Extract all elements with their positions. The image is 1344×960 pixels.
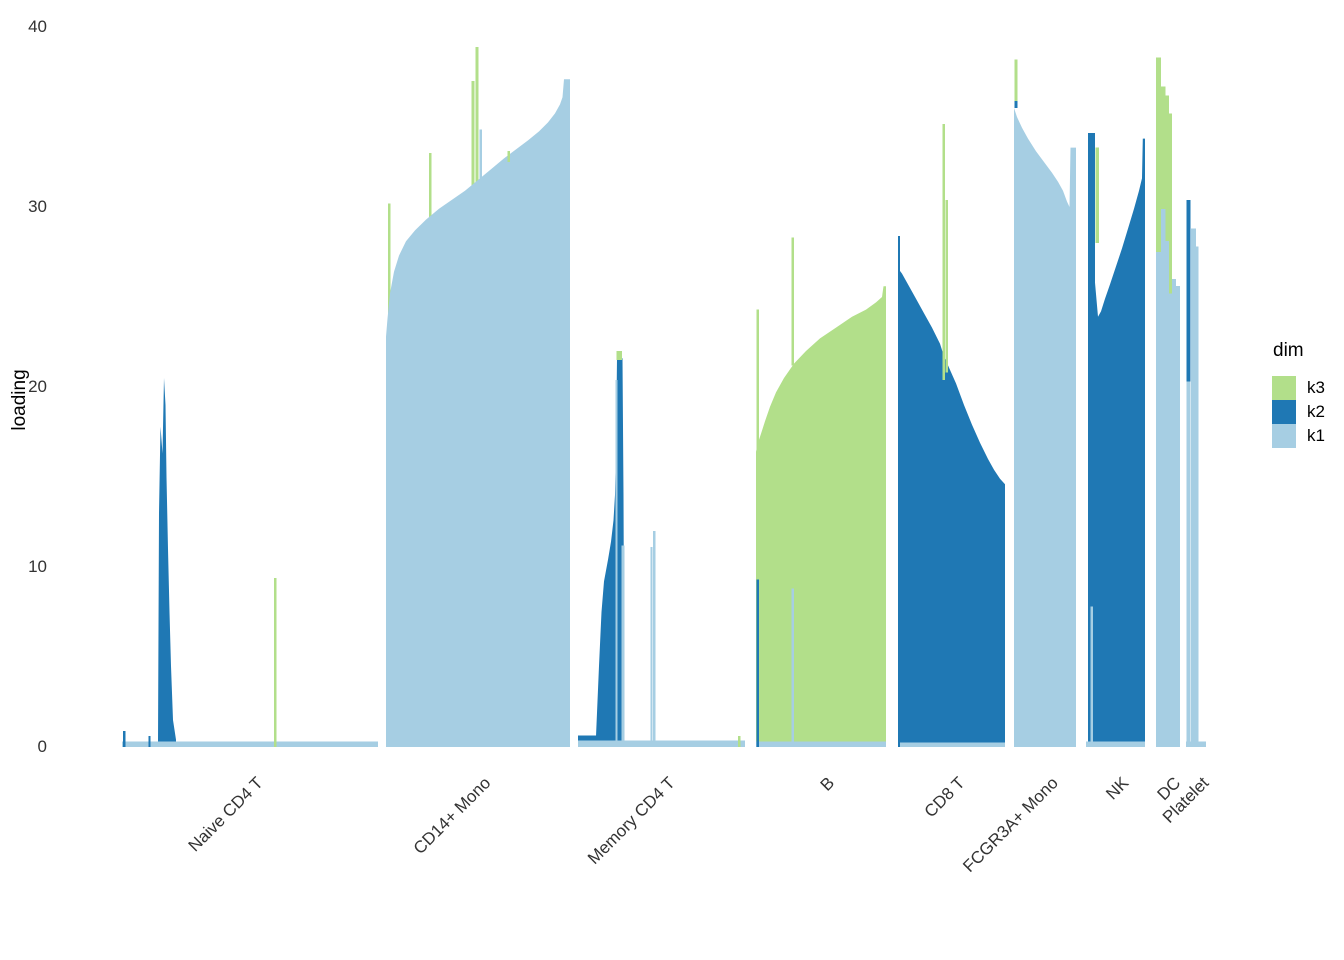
memory-cd4-t-baseline: [578, 740, 745, 747]
y-tick-label: 40: [28, 17, 47, 36]
b-spike: [791, 588, 794, 747]
fcgr3a-mono-mass: [1014, 108, 1076, 747]
dc-spike: [1172, 279, 1176, 747]
naive-cd4-t-mass: [158, 378, 176, 747]
dc-spike: [1169, 293, 1172, 747]
y-tick-label: 0: [37, 737, 47, 756]
naive-cd4-t-spike: [274, 577, 277, 747]
nk-mass: [1095, 138, 1145, 748]
memory-cd4-t-spike: [653, 531, 656, 747]
legend-entry-k3: k3: [1272, 376, 1325, 400]
memory-cd4-t-spike: [578, 735, 599, 742]
legend-label: k1: [1307, 426, 1325, 445]
cd14-mono-spike: [507, 151, 510, 162]
fcgr3a-mono-baseline: [1014, 741, 1076, 747]
legend: dim k3 k2 k1: [1272, 340, 1325, 448]
memory-cd4-t-mass: [596, 358, 625, 747]
cd8-t-mass: [898, 268, 1005, 747]
fcgr3a-mono-spike: [1014, 100, 1018, 108]
naive-cd4-t-spike: [148, 736, 151, 747]
platelet-spike: [1191, 228, 1196, 748]
y-tick-label: 20: [28, 377, 47, 396]
cd8-t-spike: [945, 199, 948, 373]
cd8-t-spike: [898, 235, 900, 748]
memory-cd4-t-spike: [621, 545, 625, 747]
legend-label: k2: [1307, 402, 1325, 421]
legend-swatch-k1-icon: [1272, 424, 1296, 448]
y-tick-label: 10: [28, 557, 47, 576]
dc-spike: [1176, 286, 1180, 747]
memory-cd4-t-spike: [738, 736, 741, 747]
memory-cd4-t-spike: [615, 379, 618, 747]
b-baseline: [756, 741, 886, 747]
cd8-t-baseline: [898, 742, 1005, 747]
y-tick-label: 30: [28, 197, 47, 216]
platelet-spike: [1196, 246, 1199, 747]
b-spike: [756, 309, 759, 452]
nk-spike: [1090, 606, 1093, 747]
fcgr3a-mono-spike: [1014, 59, 1018, 101]
b-mass: [756, 286, 886, 747]
naive-cd4-t-baseline: [122, 741, 378, 747]
legend-entry-k1: k1: [1272, 424, 1325, 448]
legend-label: k3: [1307, 378, 1325, 397]
memory-cd4-t-spike: [650, 547, 653, 747]
memory-cd4-t-spike: [616, 351, 622, 360]
b-spike: [756, 579, 759, 747]
nk-baseline: [1086, 741, 1145, 747]
cd14-mono-mass: [386, 79, 570, 747]
dc-spike: [1165, 241, 1169, 747]
legend-swatch-k3-icon: [1272, 376, 1296, 400]
nk-spike: [1095, 147, 1099, 243]
dc-spike: [1161, 208, 1166, 748]
legend-entry-k2: k2: [1272, 400, 1325, 424]
cd14-mono-baseline: [386, 741, 570, 747]
b-spike: [791, 237, 794, 366]
legend-title: dim: [1273, 340, 1304, 361]
dc-spike: [1156, 252, 1161, 747]
cd8-t-spike: [942, 124, 945, 380]
legend-swatch-k2-icon: [1272, 400, 1296, 424]
platelet-spike: [1186, 381, 1191, 747]
naive-cd4-t-spike: [123, 730, 126, 747]
y-axis-title: loading: [9, 369, 30, 431]
nk-spike: [1088, 133, 1095, 747]
cd14-mono-spike: [479, 129, 482, 748]
